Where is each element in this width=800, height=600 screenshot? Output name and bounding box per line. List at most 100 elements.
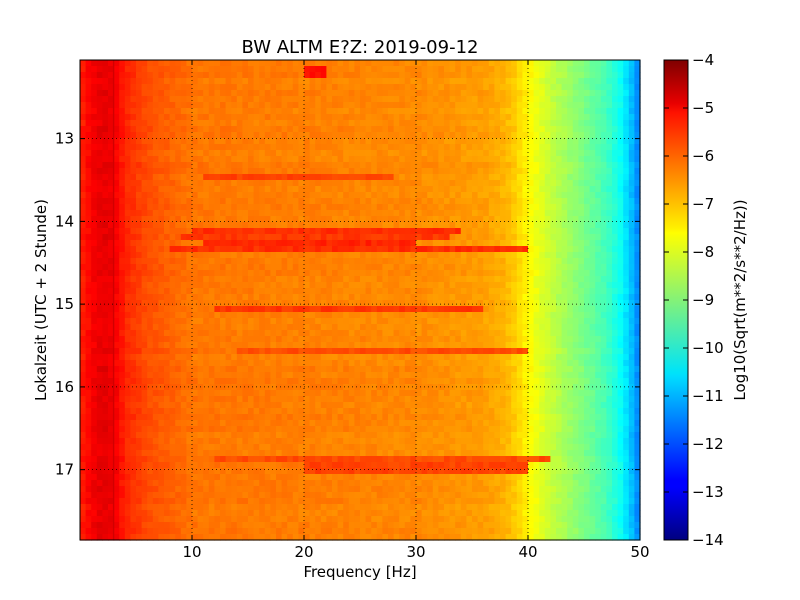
heatmap-cell — [528, 264, 535, 271]
heatmap-cell — [287, 312, 294, 319]
heatmap-cell — [315, 348, 322, 355]
heatmap-cell — [399, 324, 406, 331]
heatmap-cell — [348, 204, 355, 211]
heatmap-cell — [130, 108, 137, 115]
heatmap-cell — [410, 156, 417, 163]
heatmap-cell — [455, 324, 462, 331]
heatmap-cell — [584, 144, 591, 151]
heatmap-cell — [460, 348, 467, 355]
heatmap-cell — [242, 354, 249, 361]
heatmap-cell — [528, 156, 535, 163]
heatmap-cell — [85, 162, 92, 169]
heatmap-cell — [298, 156, 305, 163]
heatmap-cell — [304, 306, 311, 313]
heatmap-cell — [102, 126, 109, 133]
heatmap-cell — [304, 348, 311, 355]
heatmap-cell — [130, 204, 137, 211]
heatmap-cell — [539, 186, 546, 193]
heatmap-cell — [617, 246, 624, 253]
heatmap-cell — [449, 258, 456, 265]
heatmap-cell — [348, 324, 355, 331]
heatmap-cell — [371, 168, 378, 175]
heatmap-cell — [427, 234, 434, 241]
heatmap-cell — [449, 132, 456, 139]
heatmap-cell — [96, 138, 103, 145]
heatmap-cell — [584, 156, 591, 163]
heatmap-cell — [376, 180, 383, 187]
heatmap-cell — [220, 102, 227, 109]
heatmap-cell — [365, 336, 372, 343]
heatmap-cell — [253, 222, 260, 229]
heatmap-cell — [589, 222, 596, 229]
heatmap-cell — [197, 84, 204, 91]
heatmap-cell — [500, 120, 507, 127]
heatmap-cell — [365, 162, 372, 169]
heatmap-cell — [164, 312, 171, 319]
heatmap-cell — [550, 162, 557, 169]
heatmap-cell — [91, 90, 98, 97]
heatmap-cell — [623, 246, 630, 253]
heatmap-cell — [186, 204, 193, 211]
heatmap-cell — [231, 312, 238, 319]
heatmap-cell — [371, 240, 378, 247]
heatmap-cell — [584, 228, 591, 235]
heatmap-cell — [612, 288, 619, 295]
heatmap-cell — [264, 324, 271, 331]
heatmap-cell — [612, 342, 619, 349]
heatmap-cell — [382, 150, 389, 157]
heatmap-cell — [119, 282, 126, 289]
heatmap-cell — [208, 66, 215, 73]
heatmap-cell — [399, 216, 406, 223]
heatmap-cell — [304, 66, 311, 73]
heatmap-cell — [326, 282, 333, 289]
heatmap-cell — [248, 336, 255, 343]
heatmap-cell — [332, 150, 339, 157]
heatmap-cell — [567, 348, 574, 355]
heatmap-cell — [264, 252, 271, 259]
heatmap-cell — [337, 60, 344, 67]
heatmap-cell — [500, 240, 507, 247]
heatmap-cell — [623, 306, 630, 313]
heatmap-cell — [539, 66, 546, 73]
heatmap-cell — [186, 102, 193, 109]
heatmap-cell — [147, 108, 154, 115]
heatmap-cell — [365, 234, 372, 241]
heatmap-cell — [287, 276, 294, 283]
heatmap-cell — [522, 120, 529, 127]
heatmap-cell — [444, 126, 451, 133]
heatmap-cell — [516, 336, 523, 343]
heatmap-cell — [410, 186, 417, 193]
heatmap-cell — [550, 348, 557, 355]
heatmap-cell — [169, 318, 176, 325]
heatmap-cell — [292, 96, 299, 103]
heatmap-cell — [404, 144, 411, 151]
heatmap-cell — [444, 330, 451, 337]
heatmap-cell — [102, 354, 109, 361]
heatmap-cell — [628, 150, 635, 157]
heatmap-cell — [169, 216, 176, 223]
heatmap-cell — [612, 162, 619, 169]
heatmap-cell — [617, 60, 624, 67]
heatmap-cell — [561, 270, 568, 277]
heatmap-cell — [326, 246, 333, 253]
heatmap-cell — [561, 246, 568, 253]
heatmap-cell — [444, 342, 451, 349]
heatmap-cell — [169, 84, 176, 91]
heatmap-cell — [584, 354, 591, 361]
heatmap-cell — [309, 66, 316, 73]
heatmap-cell — [595, 210, 602, 217]
heatmap-cell — [298, 270, 305, 277]
heatmap-cell — [180, 78, 187, 85]
heatmap-cell — [528, 168, 535, 175]
heatmap-cell — [220, 162, 227, 169]
heatmap-cell — [393, 306, 400, 313]
heatmap-cell — [528, 150, 535, 157]
heatmap-cell — [472, 84, 479, 91]
heatmap-cell — [460, 270, 467, 277]
heatmap-cell — [556, 324, 563, 331]
heatmap-cell — [354, 240, 361, 247]
heatmap-cell — [248, 228, 255, 235]
heatmap-cell — [528, 330, 535, 337]
heatmap-cell — [320, 186, 327, 193]
heatmap-cell — [393, 168, 400, 175]
